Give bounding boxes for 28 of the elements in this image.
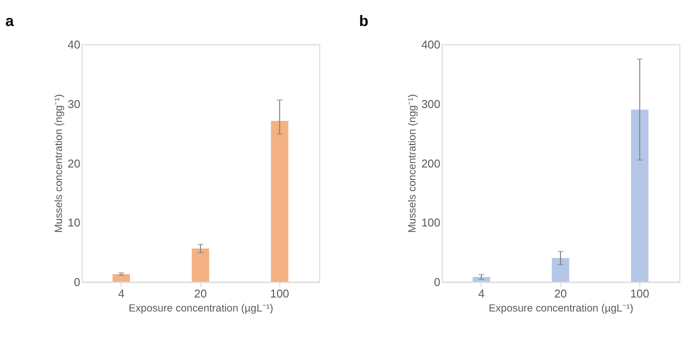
- y-tick-label: 400: [421, 40, 440, 52]
- bar: [631, 110, 648, 282]
- y-axis-title: Mussels concentration (ngg⁻¹): [54, 94, 65, 233]
- chart-title: b: [359, 13, 368, 30]
- y-tick-label: 40: [68, 40, 80, 52]
- x-tick-label: 4: [478, 288, 485, 300]
- bar: [112, 274, 130, 282]
- y-tick-label: 10: [68, 218, 80, 230]
- y-tick-label: 300: [421, 98, 440, 111]
- bar: [472, 277, 490, 282]
- x-tick-label: 20: [194, 288, 207, 300]
- x-tick-label: 4: [118, 288, 124, 300]
- y-tick-label: 30: [68, 98, 80, 111]
- y-tick-label: 100: [421, 218, 440, 230]
- y-axis-title: Mussels concentration (ngg⁻¹): [408, 94, 419, 233]
- x-axis-title: Exposure concentration (µgL⁻¹): [488, 304, 634, 315]
- x-tick-label: 100: [270, 288, 290, 300]
- y-tick-label: 0: [74, 277, 80, 290]
- y-tick-label: 20: [68, 158, 80, 170]
- y-tick-label: 200: [421, 158, 440, 170]
- x-tick-label: 20: [554, 288, 567, 300]
- x-axis-title: Exposure concentration (µgL⁻¹): [128, 304, 274, 315]
- bar: [552, 258, 570, 282]
- x-tick-label: 100: [630, 288, 650, 300]
- bar: [270, 120, 288, 282]
- chart-title: a: [5, 13, 14, 30]
- bar: [192, 248, 210, 282]
- y-tick-label: 0: [434, 277, 440, 290]
